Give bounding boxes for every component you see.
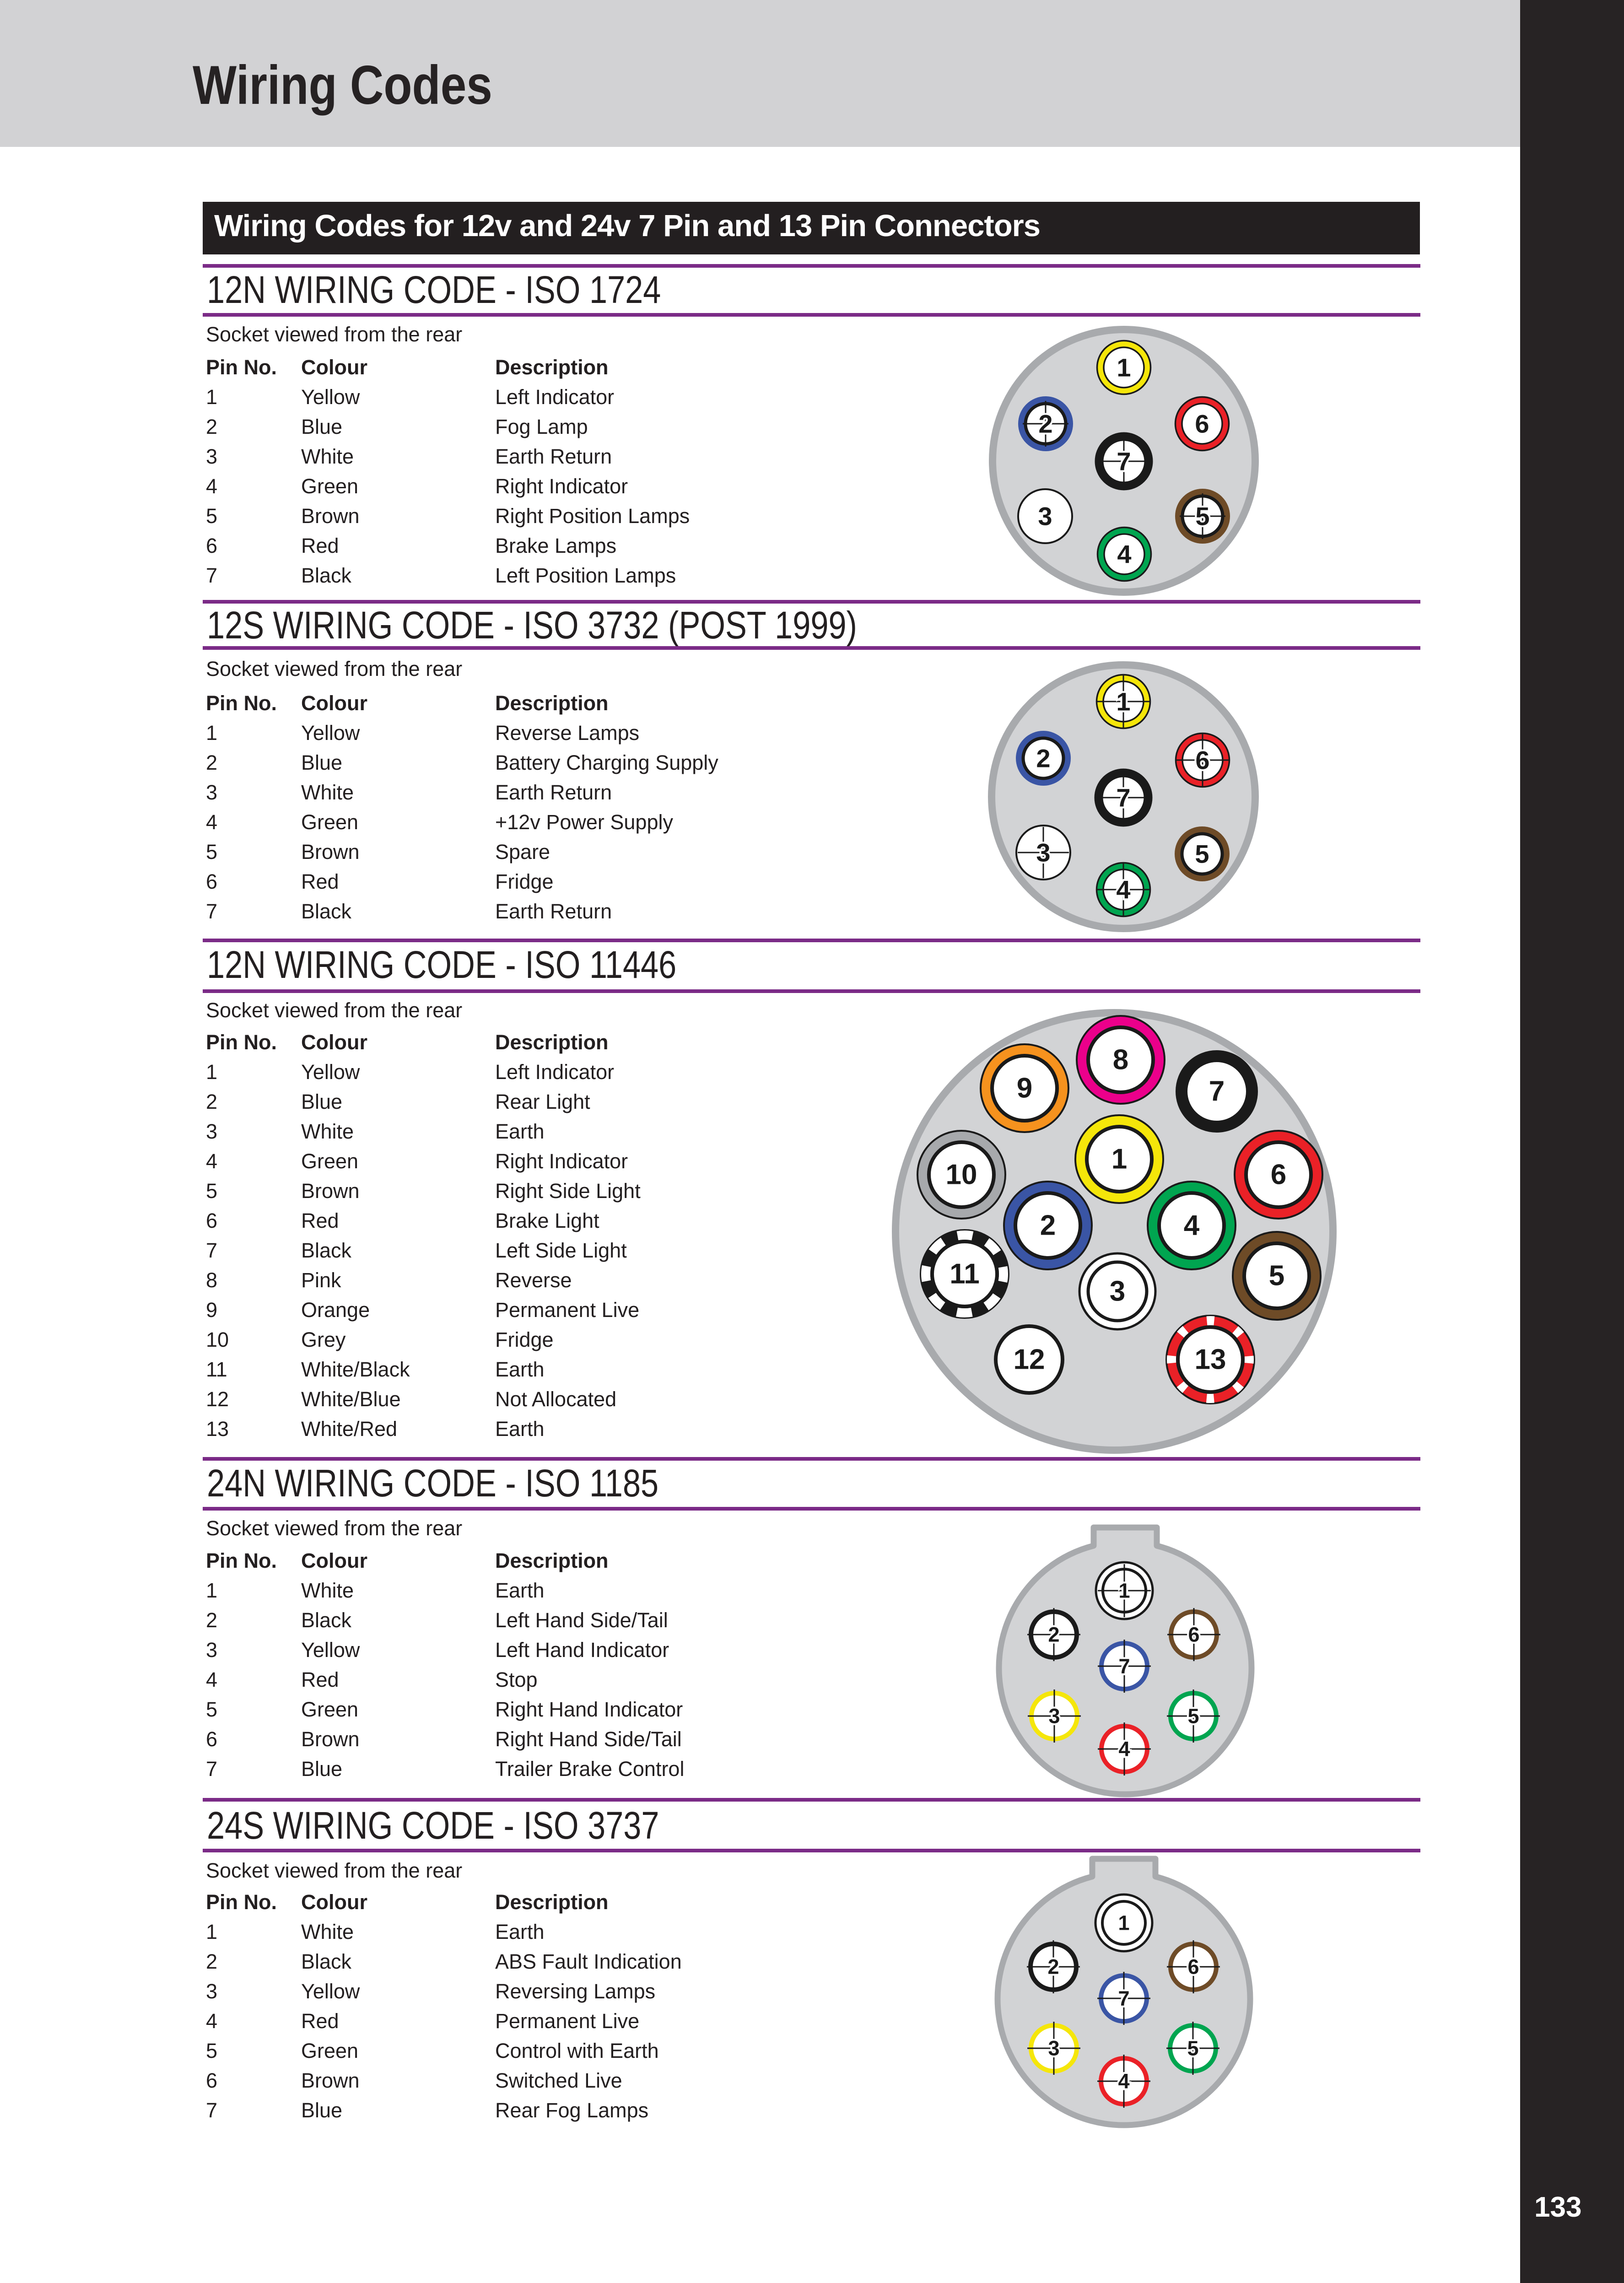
svg-text:1: 1 — [1118, 1579, 1130, 1603]
svg-text:2: 2 — [1036, 744, 1050, 773]
svg-text:1: 1 — [1117, 353, 1131, 382]
svg-text:6: 6 — [1188, 1623, 1199, 1646]
svg-text:7: 7 — [1117, 447, 1131, 476]
svg-text:3: 3 — [1036, 838, 1050, 867]
svg-text:8: 8 — [1113, 1044, 1128, 1076]
svg-text:6: 6 — [1195, 410, 1209, 438]
svg-text:6: 6 — [1187, 1955, 1199, 1979]
svg-text:5: 5 — [1195, 502, 1209, 531]
svg-text:5: 5 — [1195, 840, 1209, 869]
svg-text:3: 3 — [1048, 1705, 1060, 1728]
svg-text:6: 6 — [1195, 746, 1209, 775]
svg-text:13: 13 — [1195, 1344, 1226, 1376]
svg-text:9: 9 — [1017, 1073, 1032, 1104]
svg-text:3: 3 — [1110, 1276, 1125, 1307]
svg-text:7: 7 — [1118, 1987, 1129, 2010]
svg-text:4: 4 — [1118, 2070, 1129, 2093]
svg-text:5: 5 — [1269, 1260, 1284, 1292]
svg-text:1: 1 — [1116, 687, 1130, 716]
svg-text:7: 7 — [1118, 1655, 1130, 1678]
svg-text:1: 1 — [1118, 1911, 1129, 1935]
svg-text:4: 4 — [1184, 1210, 1200, 1241]
svg-text:5: 5 — [1187, 1705, 1199, 1728]
svg-text:4: 4 — [1116, 875, 1130, 904]
svg-text:1: 1 — [1111, 1144, 1127, 1175]
svg-text:7: 7 — [1209, 1076, 1225, 1107]
svg-text:2: 2 — [1040, 1210, 1056, 1241]
svg-text:3: 3 — [1038, 502, 1052, 531]
svg-text:6: 6 — [1271, 1159, 1286, 1191]
svg-text:2: 2 — [1038, 410, 1052, 438]
svg-text:3: 3 — [1048, 2037, 1059, 2060]
svg-text:4: 4 — [1117, 540, 1131, 569]
svg-text:2: 2 — [1048, 1623, 1059, 1646]
svg-text:5: 5 — [1187, 2037, 1198, 2060]
svg-text:7: 7 — [1116, 783, 1130, 812]
svg-text:2: 2 — [1047, 1955, 1059, 1979]
svg-text:11: 11 — [950, 1258, 980, 1290]
svg-text:10: 10 — [946, 1159, 977, 1191]
svg-text:12: 12 — [1014, 1344, 1045, 1376]
svg-text:4: 4 — [1118, 1738, 1130, 1761]
